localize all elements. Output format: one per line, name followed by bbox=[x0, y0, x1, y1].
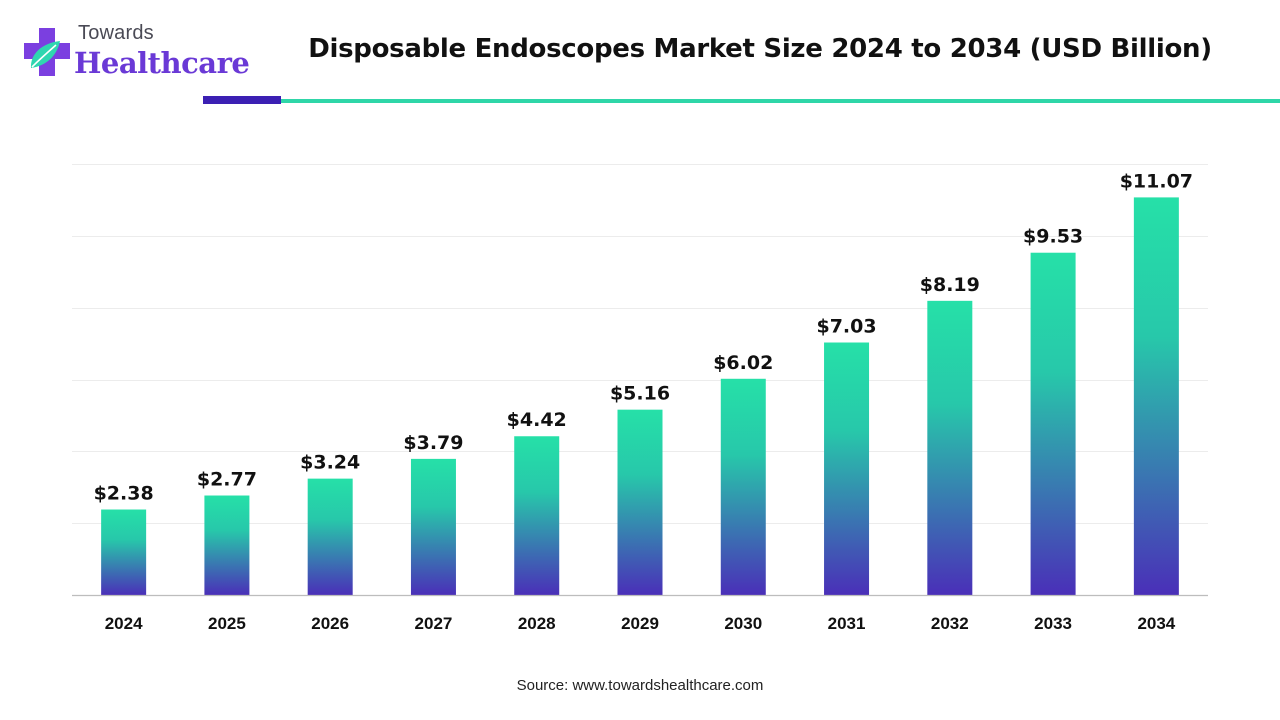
x-tick-label-2033: 2033 bbox=[1034, 614, 1072, 633]
value-label-2029: $5.16 bbox=[610, 383, 670, 405]
value-label-2034: $11.07 bbox=[1120, 170, 1193, 192]
value-labels: $2.38 $2.77 $3.24 $3.79 $4.42 $5.16 $6.02 $7.03… bbox=[94, 170, 1193, 504]
x-tick-label-2027: 2027 bbox=[415, 614, 453, 633]
value-label-2032: $8.19 bbox=[920, 274, 980, 296]
bar-2034 bbox=[1133, 197, 1179, 595]
value-label-2033: $9.53 bbox=[1023, 226, 1083, 248]
header-divider-line bbox=[281, 99, 1280, 103]
value-label-2026: $3.24 bbox=[300, 452, 360, 474]
value-label-2027: $3.79 bbox=[403, 432, 463, 454]
x-tick-label-2030: 2030 bbox=[724, 614, 762, 633]
chart-title: Disposable Endoscopes Market Size 2024 t… bbox=[308, 34, 1212, 64]
value-label-2025: $2.77 bbox=[197, 469, 257, 491]
header-accent-bar bbox=[203, 96, 281, 104]
value-label-2028: $4.42 bbox=[507, 409, 567, 431]
bar-2024 bbox=[101, 509, 147, 595]
x-tick-label-2029: 2029 bbox=[621, 614, 659, 633]
brand-logo: Towards Healthcare bbox=[22, 22, 252, 84]
x-tick-label-2031: 2031 bbox=[828, 614, 866, 633]
bar-2032 bbox=[927, 300, 973, 595]
value-label-2024: $2.38 bbox=[94, 483, 154, 505]
logo-text-towards: Towards bbox=[78, 22, 154, 44]
bar-2029 bbox=[617, 409, 663, 595]
x-tick-label-2034: 2034 bbox=[1137, 614, 1175, 633]
x-tick-label-2025: 2025 bbox=[208, 614, 246, 633]
logo-text-healthcare: Healthcare bbox=[74, 46, 250, 80]
bar-2031 bbox=[824, 342, 870, 595]
bar-2028 bbox=[514, 436, 560, 595]
bar-2025 bbox=[204, 495, 250, 595]
value-label-2031: $7.03 bbox=[816, 316, 876, 338]
bars bbox=[101, 197, 1179, 595]
x-tick-label-2032: 2032 bbox=[931, 614, 969, 633]
bar-2026 bbox=[307, 478, 353, 595]
bar-2033 bbox=[1030, 252, 1076, 595]
x-tick-label-2028: 2028 bbox=[518, 614, 556, 633]
x-tick-label-2026: 2026 bbox=[311, 614, 349, 633]
bar-2030 bbox=[720, 378, 766, 595]
x-axis-tick-labels: 2024 2025 2026 2027 2028 2029 2030 2031 2032 2033… bbox=[105, 614, 1176, 633]
value-label-2030: $6.02 bbox=[713, 352, 773, 374]
x-tick-label-2024: 2024 bbox=[105, 614, 143, 633]
medical-cross-icon bbox=[24, 28, 70, 76]
source-note: Source: www.towardshealthcare.com bbox=[516, 677, 764, 694]
bar-2027 bbox=[410, 458, 456, 595]
